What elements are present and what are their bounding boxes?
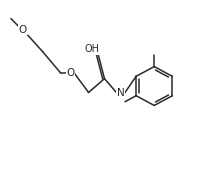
Text: N: N [117, 88, 125, 98]
Text: OH: OH [84, 44, 100, 54]
Text: O: O [66, 68, 75, 78]
Text: O: O [19, 25, 27, 35]
